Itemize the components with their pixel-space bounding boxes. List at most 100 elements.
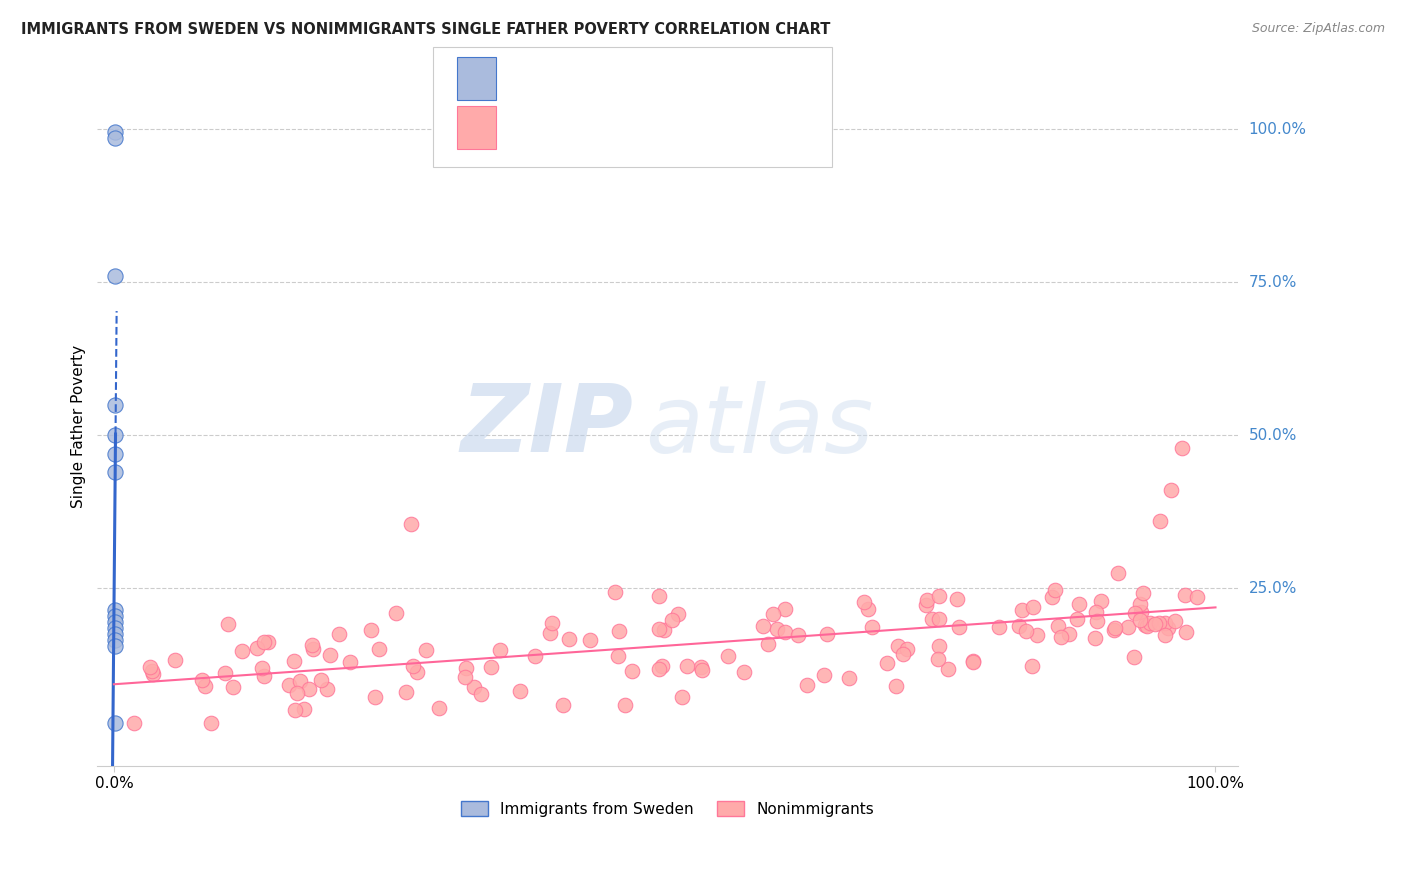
Point <box>671 690 693 704</box>
Point <box>917 592 939 607</box>
Point <box>1011 603 1033 617</box>
Point <box>402 658 425 673</box>
Point <box>283 654 305 668</box>
Point <box>813 668 835 682</box>
Point <box>765 622 787 636</box>
Point <box>401 517 423 532</box>
Point <box>104 428 127 442</box>
Point <box>415 642 437 657</box>
Point <box>762 607 785 622</box>
Point <box>852 595 875 609</box>
Point <box>1066 612 1088 626</box>
Y-axis label: Single Father Poverty: Single Father Poverty <box>72 344 86 508</box>
Point <box>1171 441 1194 455</box>
Point <box>454 670 477 684</box>
Point <box>661 613 683 627</box>
Point <box>256 635 278 649</box>
Point <box>292 702 315 716</box>
Point <box>141 665 163 679</box>
Point <box>666 607 689 622</box>
Point <box>896 642 918 657</box>
Point <box>1122 650 1144 665</box>
Point <box>104 447 127 461</box>
Point <box>860 620 883 634</box>
Legend: Immigrants from Sweden, Nonimmigrants: Immigrants from Sweden, Nonimmigrants <box>454 795 880 822</box>
Point <box>1164 614 1187 628</box>
Point <box>104 615 127 629</box>
Point <box>538 625 561 640</box>
Point <box>427 701 450 715</box>
Point <box>1123 606 1146 620</box>
Point <box>309 673 332 688</box>
Point <box>1008 619 1031 633</box>
Point <box>887 639 910 653</box>
Point <box>1129 605 1152 619</box>
Point <box>470 687 492 701</box>
Point <box>1049 631 1071 645</box>
Point <box>915 598 938 612</box>
Point <box>509 684 531 698</box>
Point <box>605 585 627 599</box>
Point <box>339 655 361 669</box>
Point <box>104 131 127 145</box>
Text: 50.0%: 50.0% <box>1249 428 1296 442</box>
Point <box>1043 582 1066 597</box>
Point <box>104 125 127 139</box>
Point <box>489 643 512 657</box>
Text: R = 0.359   N = 142: R = 0.359 N = 142 <box>510 128 678 145</box>
Point <box>607 649 630 664</box>
Text: 25.0%: 25.0% <box>1249 581 1296 596</box>
Text: 75.0%: 75.0% <box>1249 275 1296 290</box>
Point <box>406 665 429 679</box>
Point <box>285 685 308 699</box>
Point <box>773 602 796 616</box>
Point <box>214 665 236 680</box>
Point <box>928 589 950 603</box>
Point <box>360 623 382 637</box>
Point <box>717 649 740 664</box>
Point <box>787 628 810 642</box>
Point <box>945 591 967 606</box>
Point <box>1015 624 1038 638</box>
Point <box>690 660 713 674</box>
Point <box>1128 597 1150 611</box>
Point <box>948 620 970 634</box>
Point <box>122 716 145 731</box>
Point <box>104 398 127 412</box>
Point <box>288 673 311 688</box>
Point <box>328 627 350 641</box>
Point <box>194 680 217 694</box>
Point <box>928 612 950 626</box>
Point <box>1132 586 1154 600</box>
Point <box>1185 590 1208 604</box>
Point <box>1021 658 1043 673</box>
Point <box>558 632 581 646</box>
Point <box>856 601 879 615</box>
Point <box>838 671 860 685</box>
Point <box>675 659 697 673</box>
Point <box>607 624 630 638</box>
Point <box>921 611 943 625</box>
Point <box>252 634 274 648</box>
Point <box>648 622 671 636</box>
Text: IMMIGRANTS FROM SWEDEN VS NONIMMIGRANTS SINGLE FATHER POVERTY CORRELATION CHART: IMMIGRANTS FROM SWEDEN VS NONIMMIGRANTS … <box>21 22 831 37</box>
Point <box>541 615 564 630</box>
Point <box>775 625 797 640</box>
Point <box>733 665 755 679</box>
Point <box>1046 619 1069 633</box>
Point <box>1090 593 1112 607</box>
Point <box>962 654 984 668</box>
Point <box>936 662 959 676</box>
Point <box>138 660 160 674</box>
Point <box>104 640 127 654</box>
Point <box>1157 622 1180 636</box>
Point <box>796 678 818 692</box>
Point <box>385 607 408 621</box>
Point <box>315 681 337 696</box>
Point <box>1129 613 1152 627</box>
Point <box>524 649 547 664</box>
Point <box>395 685 418 699</box>
Point <box>876 656 898 670</box>
Point <box>301 638 323 652</box>
Point <box>231 644 253 658</box>
